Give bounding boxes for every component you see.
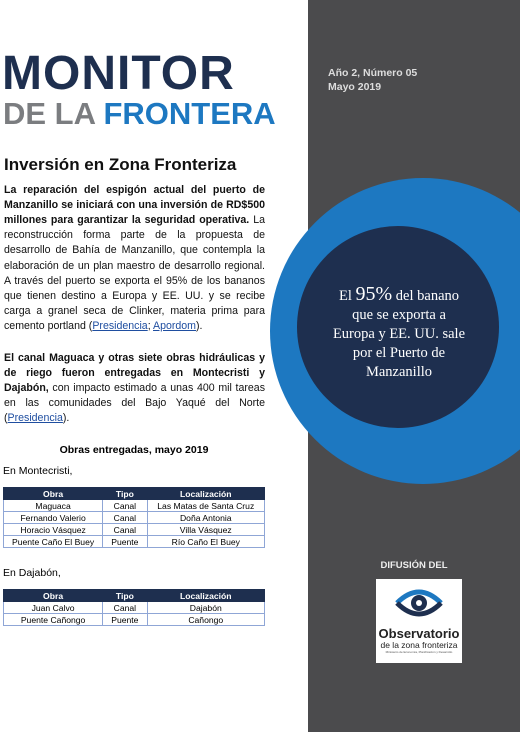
text: ).: [62, 412, 70, 425]
text: con impacto estimado a unas 400 mil tare…: [4, 382, 265, 425]
table-row: Juan Calvo Canal Dajabón: [2, 601, 266, 614]
article-title: Inversión en Zona Fronteriza: [4, 155, 237, 174]
link[interactable]: Presidencia: [92, 320, 148, 333]
issue-info: Año 2, Número 05 Mayo 2019: [328, 66, 417, 94]
observatorio-small: Ministerio de Economía, Planificación y …: [385, 650, 453, 654]
table-row: Fernando Valerio Canal Doña Antonia: [2, 511, 266, 524]
table-cell: Canal: [102, 499, 148, 512]
table-cell: Dajabón: [146, 601, 266, 614]
callout-text: El: [338, 288, 356, 304]
logo-frontera: FRONTERA: [103, 96, 276, 131]
table-cell: Juan Calvo: [2, 601, 104, 614]
link[interactable]: Apordom: [153, 320, 197, 333]
observatorio-title: Observatorio: [378, 626, 460, 641]
header-cell: Tipo: [102, 589, 148, 602]
table-cell: Doña Antonia: [146, 511, 266, 524]
table-cell: Cañongo: [146, 613, 266, 626]
tables-title: Obras entregadas, mayo 2019: [59, 444, 209, 456]
table-row: Puente Cañongo Puente Cañongo: [2, 613, 266, 626]
issue: Año 2, Número 05: [328, 67, 418, 79]
callout-text: del banano que se exporta a Europa y EE.…: [332, 288, 466, 380]
inner-circle: [297, 226, 499, 428]
bold-text: El canal Maguaca y otras siete obras hid…: [4, 351, 265, 394]
paragraph: La reparación del espigón actual del pue…: [4, 183, 265, 335]
paragraph: El canal Maguaca y otras siete obras hid…: [4, 351, 265, 427]
table-header: Obra Tipo Localización: [2, 487, 266, 500]
table-cell: Horacio Vásquez: [2, 523, 104, 536]
table: Obra Tipo Localización Maguaca Canal Las Mata…: [2, 487, 266, 548]
text: ;: [147, 320, 154, 333]
header-cell: Obra: [2, 487, 104, 500]
logo-de-la: DE LA: [3, 96, 95, 131]
table-cell: Fernando Valerio: [2, 511, 104, 524]
table-row: Puente Caño El Buey Puente Río Caño El Bue…: [2, 535, 266, 548]
table-cell: Puente: [102, 613, 148, 626]
table-cell: Villa Vásquez: [146, 523, 266, 536]
sidebar-label: DIFUSIÓN DEL: [380, 560, 448, 571]
callout-highlight: 95%: [355, 283, 393, 305]
logo-subtitle: DE LA FRONTERA: [3, 98, 276, 130]
table-row: Horacio Vásquez Canal Villa Vásquez: [2, 523, 266, 536]
table-cell: Canal: [102, 523, 148, 536]
link[interactable]: Presidencia: [7, 412, 63, 425]
logo-title: MONITOR: [2, 47, 235, 100]
table-cell: Canal: [102, 601, 148, 614]
table-header: Obra Tipo Localización: [2, 589, 266, 602]
table-caption: En Dajabón,: [3, 567, 61, 579]
date: Mayo 2019: [328, 81, 382, 93]
header-cell: Obra: [2, 589, 104, 602]
table-cell: Canal: [102, 511, 148, 524]
table-caption: En Montecristi,: [3, 465, 73, 477]
eye-icon: [395, 589, 443, 617]
callout: El 95% del banano que se exporta a Europ…: [330, 283, 468, 382]
observatorio-logo: Observatorio de la zona fronteriza Minis…: [376, 579, 462, 663]
header-cell: Localización: [146, 589, 266, 602]
text: La reconstrucción forma parte de la prop…: [4, 214, 265, 333]
table-row: Maguaca Canal Las Matas de Santa Cruz: [2, 499, 266, 512]
header-cell: Tipo: [102, 487, 148, 500]
observatorio-subtitle: de la zona fronteriza: [380, 640, 458, 650]
table-cell: Las Matas de Santa Cruz: [146, 499, 266, 512]
table: Obra Tipo Localización Juan Calvo Canal Dajab…: [2, 589, 266, 626]
table-cell: Puente Cañongo: [2, 613, 104, 626]
table-cell: Río Caño El Buey: [146, 535, 266, 548]
table-cell: Puente Caño El Buey: [2, 535, 104, 548]
text: ).: [196, 320, 203, 333]
header-cell: Localización: [146, 487, 266, 500]
table-cell: Puente: [102, 535, 148, 548]
bold-text: La reparación del espigón actual del pue…: [4, 183, 265, 226]
table-cell: Maguaca: [2, 499, 104, 512]
